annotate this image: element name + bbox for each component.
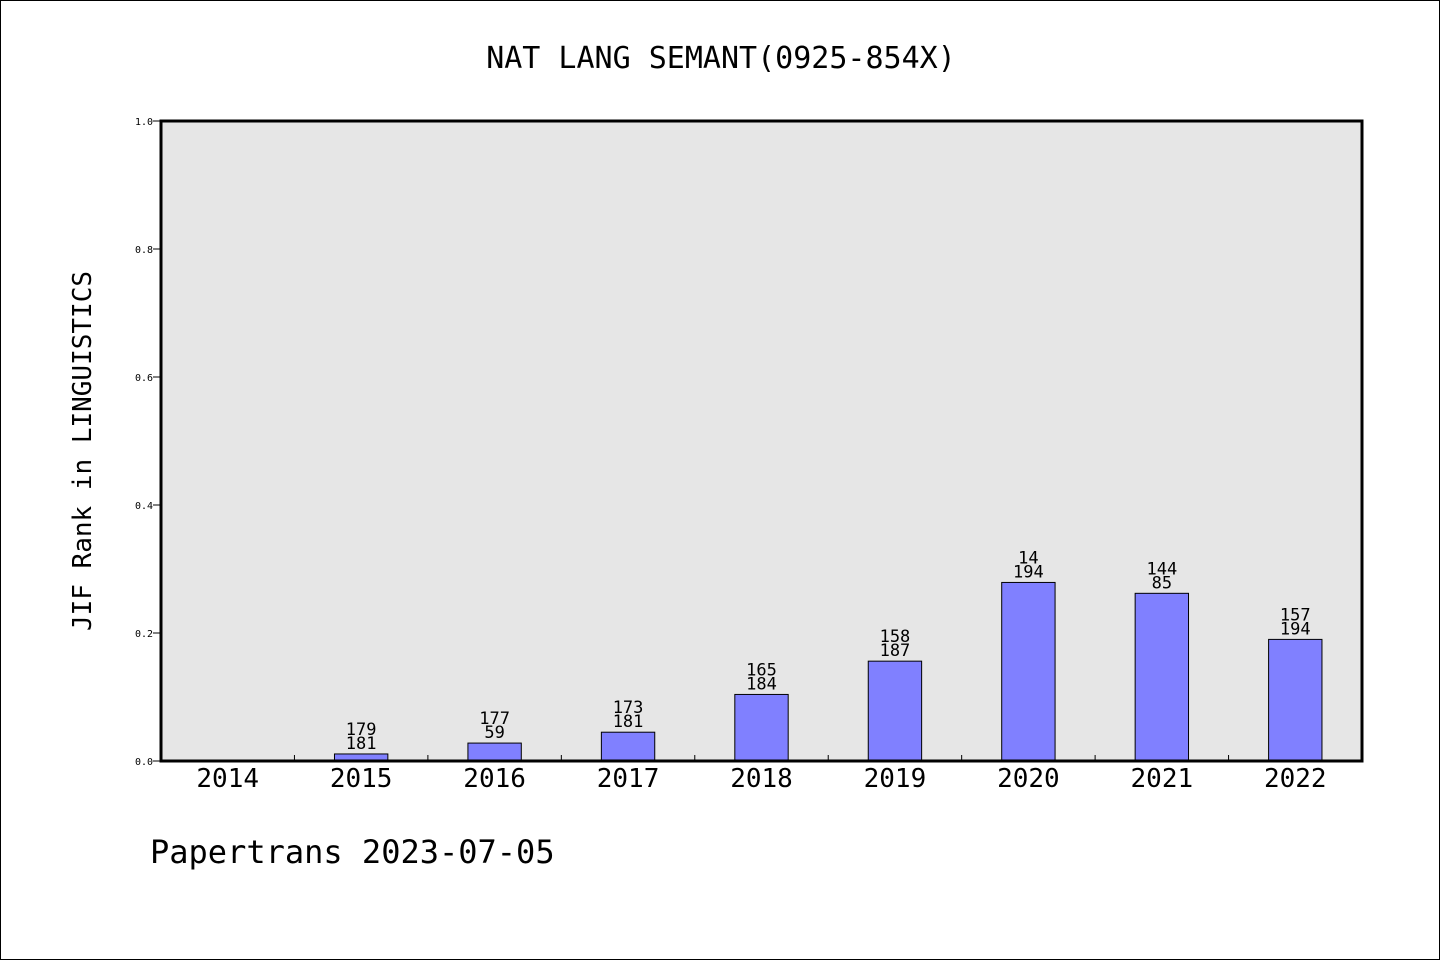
footer-credit: Papertrans 2023-07-05 (150, 833, 555, 871)
bars-group (333, 581, 1323, 762)
x-tick-label: 2020 (997, 764, 1060, 794)
bar-label-rank: 158 (880, 627, 911, 647)
y-tick-label: 0.2 (135, 629, 153, 640)
x-tick-label: 2019 (864, 764, 927, 794)
x-tick-label: 2022 (1264, 764, 1327, 794)
y-axis-label: JIF Rank in LINGUISTICS (68, 271, 98, 631)
bar-label-total: 184 (746, 674, 777, 694)
y-tick-label: 0.4 (135, 501, 153, 512)
plot-frame (159, 119, 1364, 763)
x-tick-label: 2016 (463, 764, 526, 794)
bar-label-rank: 179 (346, 720, 377, 740)
x-tick-label: 2021 (1131, 764, 1194, 794)
bar-2020 (1001, 581, 1056, 762)
bar-label-total: 85 (1152, 573, 1172, 593)
bar-label-rank: 144 (1146, 559, 1177, 579)
x-tick-label: 2015 (330, 764, 393, 794)
y-tick-label: 0.6 (135, 373, 153, 384)
bar-label-total: 187 (880, 641, 911, 661)
x-tick-label: 2017 (597, 764, 660, 794)
bar-2021 (1134, 592, 1190, 762)
bar-label-rank: 177 (479, 709, 510, 729)
y-tick-label: 0.0 (135, 757, 153, 768)
y-tick-label: 1.0 (135, 117, 153, 128)
bar-label-total: 181 (346, 734, 377, 754)
bar-label-total: 181 (613, 712, 644, 732)
bar-label-rank: 157 (1280, 605, 1311, 625)
bar-label-total: 59 (484, 723, 504, 743)
y-tick-label: 0.8 (135, 245, 153, 256)
bar-2022 (1268, 638, 1323, 762)
x-axis: 2014 2015 2016 2017 2018 2019 2020 2021 2022 (196, 755, 1327, 794)
bar-2019 (867, 660, 923, 762)
x-tick-label: 2018 (730, 764, 793, 794)
chart-title: NAT LANG SEMANT(0925-854X) (486, 41, 956, 76)
bar-label-rank: 165 (746, 660, 777, 680)
bar-label-rank: 14 (1018, 548, 1038, 568)
bar-label-total: 194 (1013, 562, 1044, 582)
y-axis: 0.0 0.2 0.4 0.6 0.8 1.0 (135, 117, 161, 768)
bar-2018 (734, 693, 789, 762)
x-tick-label: 2014 (196, 764, 259, 794)
bar-2016 (467, 742, 522, 762)
bar-label-total: 194 (1280, 619, 1311, 639)
bar-label-rank: 173 (613, 698, 644, 718)
bar-2017 (600, 731, 656, 762)
